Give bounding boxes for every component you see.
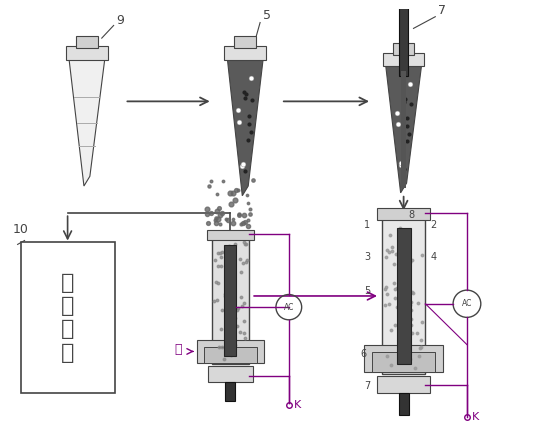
Bar [225,245,237,356]
Text: 7: 7 [364,381,370,391]
Text: 1: 1 [364,220,370,230]
Bar [225,46,266,59]
Text: 气: 气 [174,343,181,356]
Bar [226,381,235,401]
Bar [76,36,98,48]
Bar [364,345,443,372]
Text: 5: 5 [364,286,370,296]
Text: 2: 2 [430,220,436,230]
Text: AC: AC [284,302,294,312]
Bar [66,46,107,59]
Bar [208,366,253,381]
Bar [401,71,406,188]
Polygon shape [227,59,263,196]
Text: 3: 3 [364,252,370,262]
Text: K: K [472,411,479,421]
Bar [234,36,256,48]
Bar [397,228,410,364]
Text: K: K [294,400,301,410]
Text: 5: 5 [263,9,271,22]
Text: 6: 6 [360,349,366,359]
Bar [197,340,264,363]
Bar [399,0,408,76]
Bar [204,347,257,363]
Bar [383,53,424,66]
Text: 4: 4 [430,252,436,262]
Bar [393,43,415,55]
Bar [212,237,249,364]
Text: 9: 9 [117,13,124,26]
Text: AC: AC [462,299,472,308]
Bar [382,218,426,374]
Bar [21,243,114,393]
Bar [377,376,430,393]
Bar [372,352,435,372]
Bar [207,230,254,240]
Polygon shape [386,66,421,193]
Bar [399,393,409,414]
Text: 检
测
仪
器: 检 测 仪 器 [61,273,75,363]
Text: 7: 7 [438,4,446,17]
Text: 8: 8 [409,210,415,220]
Text: 10: 10 [12,223,29,236]
Bar [377,208,430,220]
Polygon shape [69,59,105,186]
